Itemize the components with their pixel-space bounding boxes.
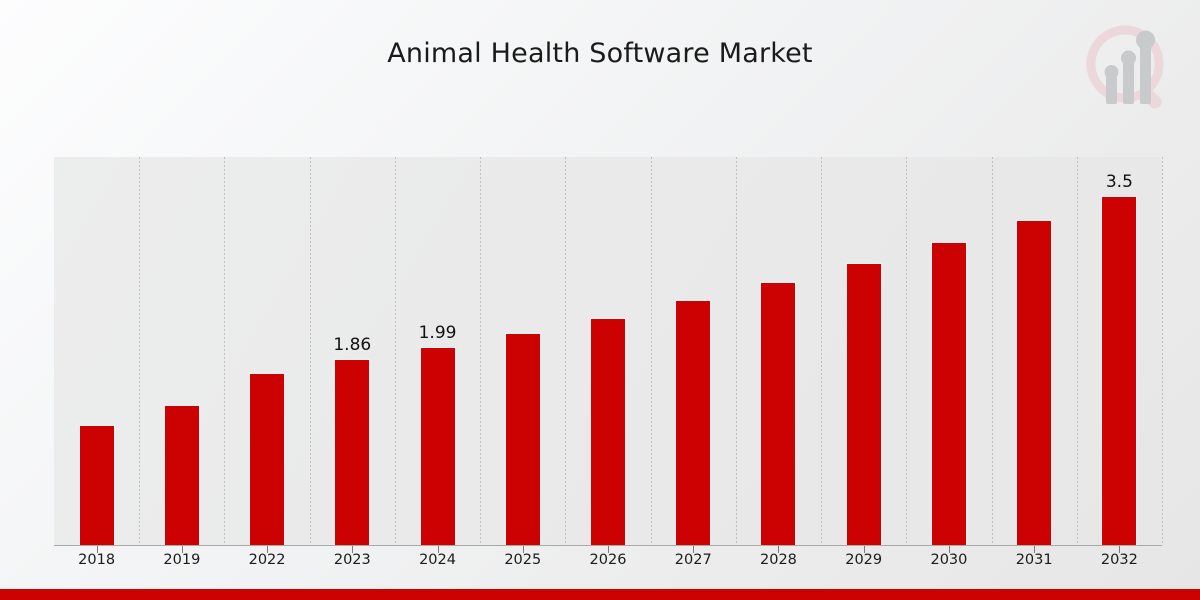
- gridline: [480, 157, 482, 545]
- gridline: [735, 157, 737, 545]
- magnifier-handle-icon: [1138, 86, 1162, 109]
- x-tick-mark: [693, 546, 695, 553]
- x-tick-mark: [437, 546, 439, 553]
- x-tick-mark: [522, 546, 524, 553]
- x-tick-label-2019: 2019: [163, 552, 201, 568]
- gridline: [991, 157, 993, 545]
- gridline: [1162, 157, 1163, 545]
- footer-accent-bar: [0, 589, 1200, 600]
- x-axis-line: [54, 545, 1162, 546]
- x-tick-label-2025: 2025: [504, 552, 542, 568]
- bar-value-label-2023: 1.86: [333, 335, 372, 356]
- bar-2023[interactable]: [334, 359, 371, 545]
- x-tick-label-2018: 2018: [78, 552, 116, 568]
- bar-2031[interactable]: [1016, 219, 1053, 545]
- gridline: [650, 157, 652, 545]
- bar-2024[interactable]: [419, 346, 456, 545]
- x-tick-mark: [96, 546, 98, 553]
- page-title: Animal Health Software Market: [387, 38, 813, 69]
- x-tick-label-2028: 2028: [760, 552, 797, 568]
- x-tick-label-2027: 2027: [674, 552, 712, 568]
- bar-2026[interactable]: [590, 317, 626, 545]
- bar-2032[interactable]: [1101, 195, 1138, 545]
- bar-2018[interactable]: [78, 425, 115, 545]
- x-tick-mark: [608, 546, 609, 553]
- logo-bar-small: [1106, 76, 1117, 104]
- x-tick-mark: [181, 546, 183, 553]
- x-tick-mark: [1034, 546, 1036, 553]
- plot-area: [54, 157, 1163, 546]
- x-tick-label-2031: 2031: [1015, 552, 1053, 568]
- gridline: [139, 157, 141, 545]
- bar-2027[interactable]: [675, 299, 712, 545]
- gridline: [565, 157, 567, 545]
- x-tick-mark: [352, 546, 354, 553]
- bar-value-label-2024: 1.99: [418, 322, 457, 343]
- x-tick-label-2029: 2029: [845, 552, 883, 568]
- x-tick-label-2030: 2030: [930, 552, 968, 568]
- bar-2025[interactable]: [504, 332, 541, 545]
- gridline: [1076, 157, 1078, 545]
- gridline: [309, 157, 311, 545]
- bar-2022[interactable]: [249, 373, 286, 545]
- gridline: [394, 157, 396, 545]
- gridline: [906, 157, 908, 545]
- x-tick-label-2023: 2023: [333, 552, 371, 568]
- bar-2030[interactable]: [930, 241, 967, 545]
- x-tick-mark: [948, 546, 950, 553]
- x-tick-label-2022: 2022: [248, 552, 286, 568]
- x-tick-label-2032: 2032: [1100, 552, 1138, 568]
- x-tick-label-2024: 2024: [419, 552, 456, 568]
- x-tick-mark: [267, 546, 269, 553]
- market-research-magnifier-logo: [1086, 25, 1164, 109]
- bar-2029[interactable]: [845, 262, 882, 545]
- bar-2028[interactable]: [760, 281, 797, 545]
- x-tick-mark: [1119, 546, 1121, 553]
- gridline: [224, 157, 226, 545]
- bar-2019[interactable]: [163, 405, 200, 545]
- x-tick-label-2026: 2026: [589, 552, 627, 568]
- gridline: [821, 157, 823, 545]
- x-tick-mark: [778, 546, 780, 553]
- bar-value-label-2032: 3.5: [1105, 171, 1133, 192]
- x-tick-mark: [863, 546, 865, 553]
